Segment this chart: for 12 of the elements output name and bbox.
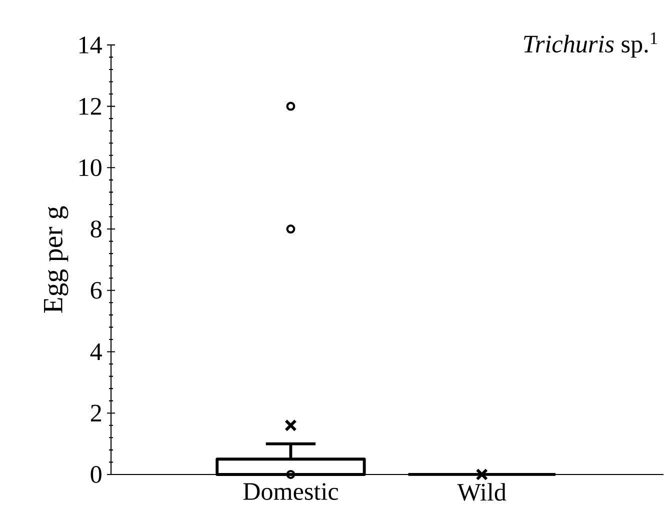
y-tick-label: 4 [90, 344, 102, 360]
chart-title: Trichuris sp.$^{1}$ [524, 32, 658, 58]
x-tick-label: Wild [457, 483, 506, 502]
y-tick-label: 10 [79, 159, 102, 176]
y-tick-label: 12 [79, 98, 102, 115]
x-tick-label: Domestic [243, 483, 338, 500]
y-tick-label: 0 [90, 466, 102, 484]
y-tick-label: 6 [90, 282, 102, 299]
y-tick-label: 14 [79, 36, 102, 54]
y-tick-label: 8 [90, 220, 102, 238]
y-tick-label: 2 [90, 404, 102, 422]
y-axis-title: Egg per g [44, 206, 68, 314]
